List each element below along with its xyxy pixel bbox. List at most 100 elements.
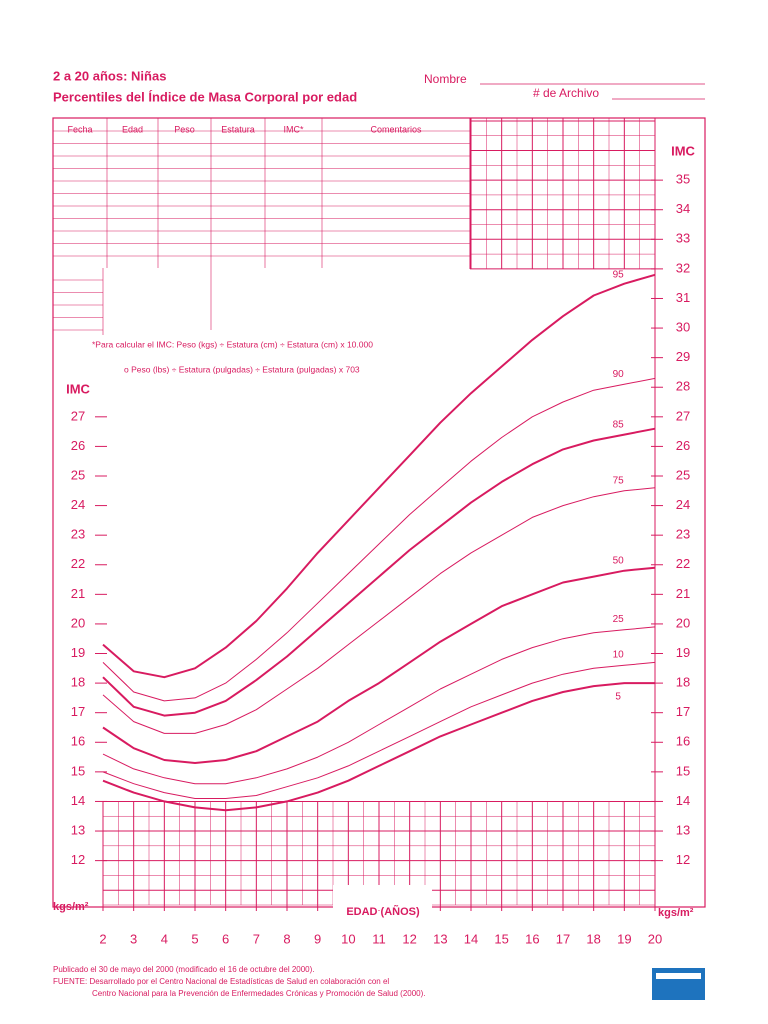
x-tick-label: 12: [402, 931, 416, 946]
y2-tick-label: 14: [676, 793, 690, 808]
y-tick-label: 25: [71, 467, 85, 482]
footer-line: Publicado el 30 de mayo del 2000 (modifi…: [53, 965, 315, 974]
form-header: Estatura: [221, 124, 255, 134]
y2-tick-label: 23: [676, 527, 690, 542]
logo: [652, 968, 705, 1000]
note-line: o Peso (lbs) ÷ Estatura (pulgadas) ÷ Est…: [124, 364, 360, 374]
y-tick-label: 18: [71, 675, 85, 690]
percentile-line: [102, 273, 656, 679]
y2-tick-label: 15: [676, 763, 690, 778]
x-label-box: [333, 885, 432, 910]
y-tick-label: 22: [71, 556, 85, 571]
name-label: Nombre: [424, 72, 467, 86]
percentile-label: 50: [613, 555, 625, 566]
y-tick-label: 27: [71, 408, 85, 423]
footer-line: FUENTE: Desarrollado por el Centro Nacio…: [53, 977, 389, 986]
y-tick-label: 26: [71, 438, 85, 453]
form-header: Comentarios: [370, 124, 422, 134]
y2-tick-label: 26: [676, 438, 690, 453]
percentile-label: 75: [613, 476, 625, 487]
y-tick-label: 14: [71, 793, 85, 808]
y-tick-label: 17: [71, 704, 85, 719]
y2-tick-label: 13: [676, 822, 690, 837]
y2-tick-label: 16: [676, 734, 690, 749]
percentile-label: 90: [613, 369, 625, 380]
y2-tick-label: 29: [676, 349, 690, 364]
y2-axis-label: IMC: [671, 143, 695, 158]
form-header: Peso: [174, 124, 195, 134]
form-header: Edad: [122, 124, 143, 134]
x-tick-label: 10: [341, 931, 355, 946]
y-tick-label: 16: [71, 734, 85, 749]
x-tick-label: 16: [525, 931, 539, 946]
percentile-line: [102, 682, 655, 812]
x-tick-label: 5: [191, 931, 198, 946]
x-tick-label: 18: [586, 931, 600, 946]
x-tick-label: 17: [556, 931, 570, 946]
x-tick-label: 15: [494, 931, 508, 946]
y2-tick-label: 32: [676, 260, 690, 275]
x-tick-label: 13: [433, 931, 447, 946]
y2-tick-label: 33: [676, 231, 690, 246]
y-tick-label: 23: [71, 527, 85, 542]
x-tick-label: 4: [161, 931, 168, 946]
y-tick-label: 21: [71, 586, 85, 601]
logo-stripe: [656, 973, 701, 979]
percentile-line: [102, 427, 656, 717]
y2-tick-label: 22: [676, 556, 690, 571]
percentile-line: [102, 626, 656, 785]
y-tick-label: 19: [71, 645, 85, 660]
x-tick-label: 2: [99, 931, 106, 946]
y-tick-label: 24: [71, 497, 85, 512]
x-tick-label: 8: [283, 931, 290, 946]
y2-tick-label: 30: [676, 320, 690, 335]
y-tick-label: 13: [71, 822, 85, 837]
y2-tick-label: 20: [676, 615, 690, 630]
percentile-line: [102, 661, 656, 799]
y-tick-label: 12: [71, 852, 85, 867]
page-subtitle: Percentiles del Índice de Masa Corporal …: [53, 89, 357, 104]
x-tick-label: 3: [130, 931, 137, 946]
y2-tick-label: 34: [676, 201, 690, 216]
y2-tick-label: 27: [676, 408, 690, 423]
y2-tick-label: 31: [676, 290, 690, 305]
form-header: Fecha: [67, 124, 92, 134]
y-tick-label: 15: [71, 763, 85, 778]
y2-tick-label: 21: [676, 586, 690, 601]
form-header: IMC*: [284, 124, 304, 134]
x-tick-label: 20: [648, 931, 662, 946]
file-label: # de Archivo: [533, 86, 599, 100]
percentile-label: 85: [613, 419, 625, 430]
x-tick-label: 14: [464, 931, 478, 946]
note-line: *Para calcular el IMC: Peso (kgs) ÷ Esta…: [92, 339, 373, 349]
y2-tick-label: 24: [676, 497, 690, 512]
y2-tick-label: 17: [676, 704, 690, 719]
percentile-label: 10: [613, 650, 625, 661]
y-tick-label: 20: [71, 615, 85, 630]
y2-tick-label: 28: [676, 379, 690, 394]
x-axis-label: EDAD (AÑOS): [346, 905, 420, 918]
x-tick-label: 6: [222, 931, 229, 946]
y2-tick-label: 35: [676, 172, 690, 187]
x-tick-label: 19: [617, 931, 631, 946]
x-tick-label: 9: [314, 931, 321, 946]
y2-tick-label: 18: [676, 675, 690, 690]
y2-tick-label: 25: [676, 467, 690, 482]
x-tick-label: 7: [253, 931, 260, 946]
percentile-label: 25: [613, 614, 625, 625]
percentile-label: 5: [615, 691, 621, 702]
y2-tick-label: 12: [676, 852, 690, 867]
percentile-line: [102, 377, 656, 702]
x-tick-label: 11: [372, 931, 386, 946]
y-axis-label: IMC: [66, 381, 90, 396]
page-title: 2 a 20 años: Niñas: [53, 68, 166, 83]
percentile-label: 95: [613, 270, 625, 281]
percentile-line: [102, 566, 656, 764]
footer-line: Centro Nacional para la Prevención de En…: [92, 989, 426, 998]
y-unit: kgs/m²: [53, 901, 89, 913]
y2-unit: kgs/m²: [658, 907, 694, 919]
y2-tick-label: 19: [676, 645, 690, 660]
